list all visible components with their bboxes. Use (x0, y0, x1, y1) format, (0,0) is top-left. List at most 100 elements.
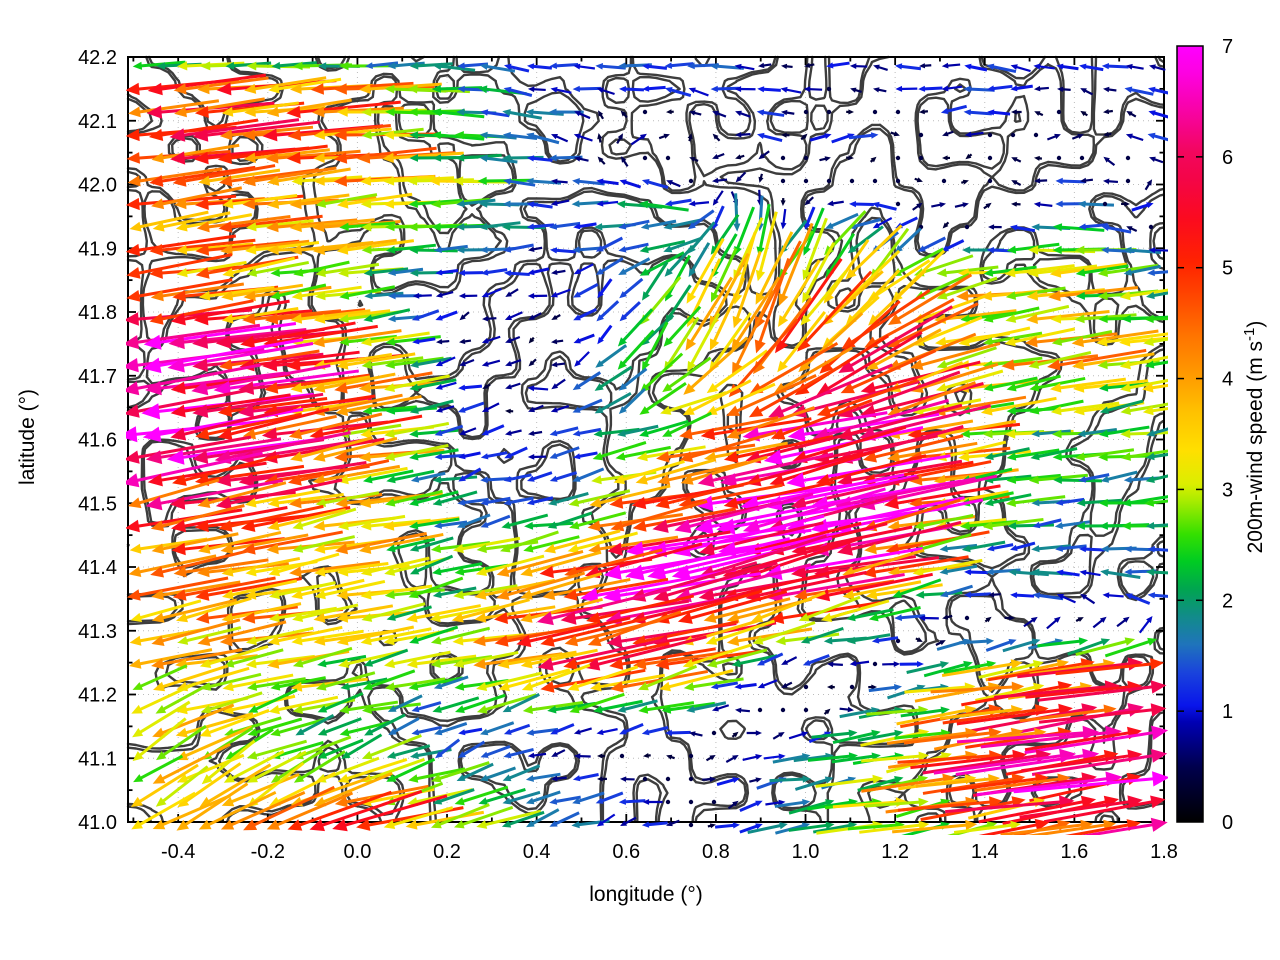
wind-arrow-head (726, 405, 740, 416)
wind-arrow (248, 321, 356, 345)
wind-arrow (181, 596, 252, 621)
wind-arrow-head (549, 223, 558, 230)
wind-arrow (438, 424, 464, 436)
wind-arrow-head (550, 200, 558, 206)
wind-arrow (205, 739, 256, 782)
wind-arrow-head (384, 222, 395, 232)
wind-arrow-head (756, 659, 765, 666)
wind-arrow-head (312, 106, 325, 118)
wind-arrow (157, 504, 245, 529)
wind-arrow-head (516, 634, 532, 648)
wind-arrow-head (410, 751, 419, 760)
wind-arrow (844, 476, 976, 506)
wind-arrow (666, 244, 695, 275)
wind-arrow-head (768, 404, 785, 418)
wind-arrow (895, 201, 901, 207)
wind-arrow (598, 391, 632, 413)
wind-arrow (919, 513, 974, 528)
wind-arrow-head (290, 313, 303, 324)
wind-arrow-head (336, 107, 348, 117)
wind-arrow (1102, 201, 1108, 207)
wind-arrow-head (428, 176, 440, 186)
wind-arrow-head (383, 636, 395, 646)
wind-arrow-head (540, 681, 555, 693)
wind-arrow (462, 384, 483, 390)
wind-arrow (714, 681, 739, 689)
wind-arrow (668, 87, 692, 98)
wind-arrow-head (590, 681, 602, 692)
wind-arrow (182, 260, 247, 275)
wind-arrow-head (175, 727, 188, 738)
wind-arrow (688, 799, 694, 805)
wind-arrow (713, 205, 725, 227)
wind-arrow-head (502, 774, 512, 782)
wind-arrow-head (432, 590, 442, 599)
wind-arrow (528, 535, 580, 551)
wind-arrow-head (941, 62, 949, 69)
wind-arrow (438, 244, 468, 252)
wind-arrow (298, 735, 352, 758)
wind-arrow (872, 661, 878, 667)
wind-arrow-head (798, 360, 811, 373)
wind-arrow-head (151, 589, 164, 601)
wind-arrow (988, 517, 1044, 528)
wind-arrow (321, 671, 376, 689)
wind-arrow (437, 722, 468, 735)
wind-arrow-head (152, 773, 166, 784)
wind-arrow (274, 606, 338, 620)
wind-arrow-head (286, 105, 301, 119)
wind-arrow-head (919, 109, 925, 115)
wind-arrow-head (197, 635, 211, 646)
wind-arrow (439, 269, 459, 275)
wind-arrow (712, 648, 768, 666)
wind-arrow-head (547, 521, 558, 529)
wind-arrow (780, 707, 786, 713)
wind-arrow (747, 823, 784, 834)
wind-arrow-head (960, 521, 970, 530)
wind-arrow-head (1032, 592, 1041, 599)
wind-arrow-head (689, 110, 696, 116)
wind-arrow-head (382, 152, 394, 163)
x-tick-label: 0.0 (344, 841, 372, 863)
wind-arrow (274, 581, 336, 597)
wind-arrow-head (435, 269, 443, 276)
wind-arrow-head (198, 819, 212, 830)
wind-arrow-head (640, 314, 650, 325)
wind-arrow (622, 242, 649, 252)
wind-arrow (367, 356, 424, 367)
wind-arrow-head (888, 313, 902, 325)
wind-arrow-head (520, 589, 533, 600)
wind-arrow (506, 764, 541, 781)
wind-arrow-head (607, 542, 623, 556)
wind-arrow-head (525, 108, 534, 116)
wind-arrow (967, 64, 988, 72)
wind-arrow (319, 238, 397, 252)
wind-arrow-head (1099, 616, 1107, 623)
wind-arrow-head (435, 751, 443, 759)
wind-arrow-head (290, 382, 303, 393)
wind-arrow-head (1101, 224, 1110, 231)
wind-arrow-head (267, 244, 279, 255)
wind-arrow (859, 823, 924, 834)
wind-arrow-head (1100, 568, 1109, 577)
wind-arrow-head (244, 589, 257, 600)
wind-arrow-head (610, 681, 624, 693)
x-tick-label: 1.2 (881, 841, 909, 863)
wind-arrow-head (318, 62, 327, 70)
wind-arrow (202, 412, 302, 437)
wind-arrow-head (705, 635, 718, 645)
wind-arrow (598, 699, 643, 712)
wind-arrow-head (222, 589, 234, 600)
wind-arrow-head (360, 199, 372, 209)
wind-arrow-head (196, 221, 210, 233)
wind-arrow-head (153, 681, 166, 692)
wind-arrow-head (1011, 109, 1017, 115)
wind-arrow-head (453, 544, 464, 554)
wind-arrow-head (801, 731, 809, 738)
wind-arrow (577, 65, 596, 70)
wind-arrow-head (245, 567, 257, 577)
wind-arrow-head (731, 659, 741, 668)
wind-arrow-head (1097, 360, 1108, 370)
wind-arrow-head (936, 291, 948, 300)
wind-arrow (227, 602, 302, 621)
